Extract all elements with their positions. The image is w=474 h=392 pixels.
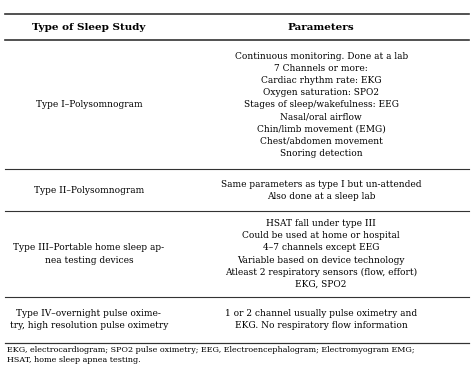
Text: Same parameters as type I but un-attended
Also done at a sleep lab: Same parameters as type I but un-attende… — [221, 180, 421, 201]
Text: Type II–Polysomnogram: Type II–Polysomnogram — [34, 186, 144, 194]
Text: Continuous monitoring. Done at a lab
7 Channels or more:
Cardiac rhythm rate: EK: Continuous monitoring. Done at a lab 7 C… — [235, 52, 408, 158]
Text: 1 or 2 channel usually pulse oximetry and
EKG. No respiratory flow information: 1 or 2 channel usually pulse oximetry an… — [225, 309, 417, 330]
Text: Type I–Polysomnogram: Type I–Polysomnogram — [36, 100, 142, 109]
Text: EKG, electrocardiogram; SPO2 pulse oximetry; EEG, Electroencephalogram; Electrom: EKG, electrocardiogram; SPO2 pulse oxime… — [7, 346, 415, 364]
Text: Type of Sleep Study: Type of Sleep Study — [32, 23, 146, 31]
Text: Parameters: Parameters — [288, 23, 355, 31]
Text: HSAT fall under type III
Could be used at home or hospital
4–7 channels except E: HSAT fall under type III Could be used a… — [225, 219, 417, 289]
Text: Type III–Portable home sleep ap-
nea testing devices: Type III–Portable home sleep ap- nea tes… — [13, 243, 164, 265]
Text: Type IV–overnight pulse oxime-
try, high resolution pulse oximetry: Type IV–overnight pulse oxime- try, high… — [9, 309, 168, 330]
